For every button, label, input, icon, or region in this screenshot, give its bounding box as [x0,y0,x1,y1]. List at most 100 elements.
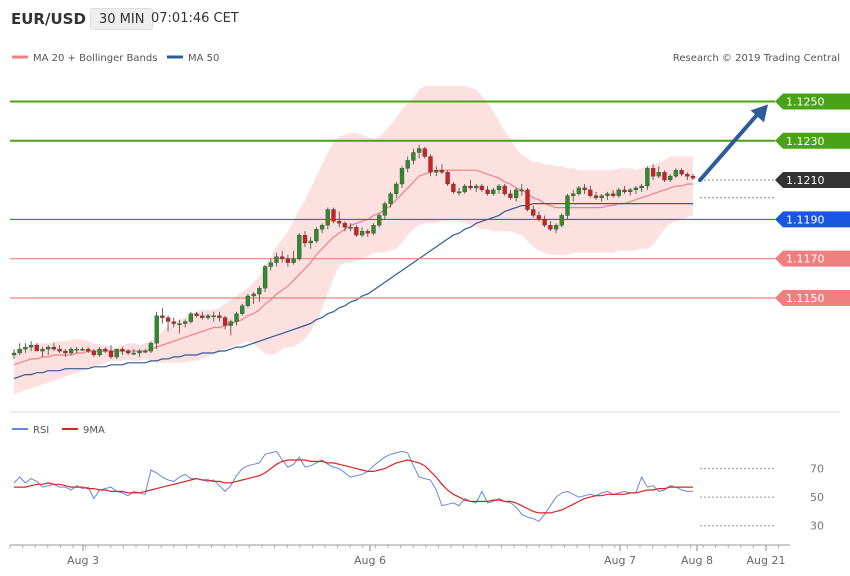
candle [308,237,313,249]
candle [194,311,199,318]
candle [46,345,51,355]
candle-body [268,262,273,267]
candle-body [445,172,450,185]
candle-body [382,203,388,216]
candle [108,345,114,359]
candle-body [103,348,108,352]
candle [257,286,262,302]
candle [40,347,45,357]
candle [80,347,85,352]
rsi-line [13,450,693,523]
chart-header: EUR/USD 30 MIN 07:01:46 CET [0,0,850,40]
candle [588,185,593,198]
candle-body [331,209,336,222]
candle [131,349,136,355]
candle [679,168,684,177]
projection-arrow-shaft [698,109,762,183]
level-label-1.1230: 1.1230 [786,135,825,148]
candle-body [422,148,427,157]
candle-body [240,305,245,314]
candle-body [143,350,148,353]
candle [188,311,194,324]
candle [468,180,473,190]
candle [474,183,479,192]
candle [388,191,393,208]
candle [605,191,610,200]
candle [565,193,570,220]
candle-body [365,231,370,234]
candle [165,315,171,332]
candle [456,187,462,196]
ma50-legend-label: MA 50 [188,53,219,64]
candle [91,349,97,357]
candle [348,223,353,232]
candle-body [257,288,262,295]
candle-body [388,193,393,204]
level-tag-1.1250 [775,93,850,110]
candle-body [28,344,34,348]
candle [411,148,416,165]
candle [103,347,108,354]
candle [616,187,621,198]
rsi-tick-label: 70 [810,463,824,476]
candle-body [86,348,91,352]
level-label-1.1250: 1.1250 [786,95,825,108]
bollinger-band-layer [14,85,693,395]
candle-body [194,313,199,316]
candle [439,164,445,175]
candle-body [68,348,74,354]
candle-body [451,183,456,193]
bollinger-band-area [14,85,693,395]
candle [74,347,79,354]
timeframe-selector[interactable]: 30 MIN [90,8,154,30]
candle-body [536,215,542,220]
candle-body [662,172,667,181]
candle [610,189,616,198]
candle-body [399,168,405,185]
candle [519,183,524,196]
candle [143,349,148,354]
candle-body [137,350,142,354]
x-axis-ticks: Aug 3 Aug 6 Aug 7 Aug 8 Aug 21 [9,545,785,567]
candle [17,343,22,355]
level-tag-1.1210 [775,172,850,189]
candle [548,221,553,232]
candle-body [502,185,507,195]
candle [553,223,559,234]
candle-body [439,170,445,173]
candle [513,187,519,202]
candle-body [434,170,439,173]
level-tag-1.1190 [775,211,850,228]
candle-body [496,185,502,191]
candle [645,166,650,190]
candle [650,164,656,181]
candle [428,154,433,177]
candle [234,311,239,326]
candle [251,292,256,304]
candle [422,146,427,159]
candle [97,347,102,357]
candle-body [131,352,136,355]
projection-arrow-layer [698,104,768,183]
candle-body [114,348,119,358]
candle-body [479,185,485,191]
candle [228,319,233,336]
candle-body [51,346,57,350]
candle-body [673,170,679,177]
candle-body [205,315,211,318]
candle-body [314,229,319,242]
candle [451,182,456,194]
candle-body [285,258,291,263]
x-tick-label: Aug 6 [354,554,386,567]
candle [673,168,679,179]
candle-body [200,315,205,318]
candle [685,172,690,181]
candle [63,349,68,357]
candle-body [274,256,279,263]
candle-body [405,160,410,169]
candle [148,341,154,354]
candle [205,313,211,320]
candle [114,348,119,359]
candle [57,345,62,354]
candle-body [291,258,296,263]
